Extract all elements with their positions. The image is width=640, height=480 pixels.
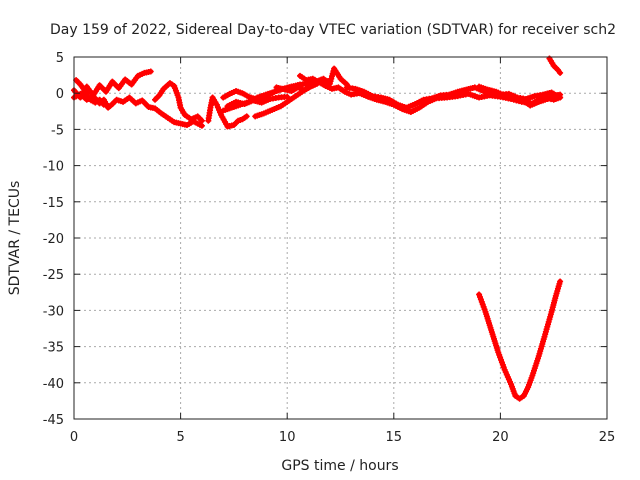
y-tick-label: -45 [43, 413, 64, 428]
y-tick-label: 0 [56, 87, 64, 102]
y-tick-label: -30 [43, 304, 64, 319]
grid-lines [74, 57, 607, 419]
data-point-marker [557, 91, 564, 98]
chart-title: Day 159 of 2022, Sidereal Day-to-day VTE… [50, 22, 616, 38]
data-point-marker [100, 101, 107, 108]
y-tick-label: -35 [43, 341, 64, 356]
y-tick-label: -20 [43, 232, 64, 247]
series-trace [297, 73, 563, 115]
data-point-marker [284, 93, 291, 100]
y-tick-label: 5 [56, 51, 64, 66]
x-tick-label: 25 [599, 430, 616, 445]
data-point-marker [557, 69, 564, 76]
data-point-marker [147, 68, 154, 75]
series-trace [476, 278, 563, 402]
axis-ticks: 0 5 10 15 20 25 5 0 -5 -10 -15 -20 -25 -30 -35 -40 -45 [43, 51, 616, 445]
y-tick-label: -40 [43, 377, 64, 392]
y-tick-label: -25 [43, 268, 64, 283]
data-point-marker [243, 113, 250, 120]
x-tick-label: 0 [70, 430, 78, 445]
x-axis-label: GPS time / hours [281, 458, 398, 474]
data-series [71, 55, 564, 402]
y-tick-label: -10 [43, 160, 64, 175]
data-point-marker [198, 117, 205, 124]
y-tick-label: -15 [43, 196, 64, 211]
x-tick-label: 15 [386, 430, 403, 445]
x-tick-label: 20 [492, 430, 509, 445]
x-tick-label: 10 [279, 430, 296, 445]
y-tick-label: -5 [51, 123, 64, 138]
x-tick-label: 5 [176, 430, 184, 445]
y-axis-label: SDTVAR / TECUs [7, 181, 23, 296]
data-point-marker [557, 278, 564, 285]
data-point-marker [198, 122, 205, 129]
